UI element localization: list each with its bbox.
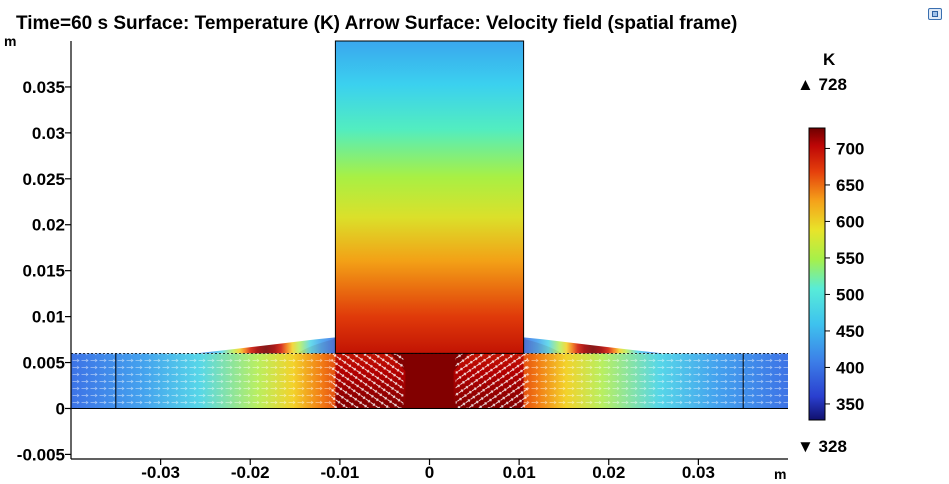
x-tick-label: 0 [425, 463, 434, 482]
colorbar-tick-label: 700 [836, 139, 864, 158]
tool-column [335, 41, 524, 409]
x-tick-label: 0.02 [592, 463, 625, 482]
colorbar-tick-label: 550 [836, 249, 864, 268]
colorbar-min-label: ▼ 328 [797, 437, 847, 456]
y-tick-label: 0.025 [22, 170, 65, 189]
plot-title: Time=60 s Surface: Temperature (K) Arrow… [16, 13, 737, 34]
colorbar-tick-label: 600 [836, 212, 864, 231]
tool-pin [390, 353, 469, 408]
colorbar-tick-label: 400 [836, 358, 864, 377]
y-tick-label: 0 [56, 399, 65, 418]
colorbar-tick-label: 350 [836, 395, 864, 414]
y-tick-label: 0.03 [32, 124, 65, 143]
colorbar-max-label: ▲ 728 [797, 75, 847, 94]
window-restore-icon[interactable] [928, 8, 942, 20]
y-tick-label: 0.005 [22, 354, 65, 373]
colorbar-tick-label: 650 [836, 176, 864, 195]
axes: -0.005 0 0.005 0.01 0.015 0.02 0.025 0.03 0.035 -… [4, 33, 788, 482]
plot-area [71, 40, 788, 409]
y-tick-label: 0.02 [32, 216, 65, 235]
velocity-arrows-left-stir [331, 353, 404, 409]
x-tick-label: -0.02 [231, 463, 270, 482]
tool-outline [334, 40, 525, 354]
x-tick-label: 0.03 [682, 463, 715, 482]
colorbar-gradient [808, 127, 826, 421]
y-tick-label: 0.01 [32, 308, 65, 327]
x-axis-unit: m [774, 466, 786, 482]
colorbar: 700 650 600 550 500 450 400 350 K ▲ 728 ▼ 328 [797, 50, 864, 456]
colorbar-tick-label: 450 [836, 322, 864, 341]
colorbar-tick-label: 500 [836, 285, 864, 304]
x-tick-label: -0.03 [141, 463, 180, 482]
y-axis-unit: m [4, 33, 16, 49]
flash-ramp-left [196, 337, 336, 354]
flash-ramp-right [523, 337, 663, 354]
x-tick-label: 0.01 [503, 463, 536, 482]
colorbar-unit: K [823, 50, 836, 69]
y-tick-label: -0.005 [17, 445, 65, 464]
y-tick-label: 0.035 [22, 78, 65, 97]
velocity-arrows-right-stir [455, 353, 528, 409]
x-tick-label: -0.01 [321, 463, 360, 482]
y-tick-label: 0.015 [22, 262, 65, 281]
